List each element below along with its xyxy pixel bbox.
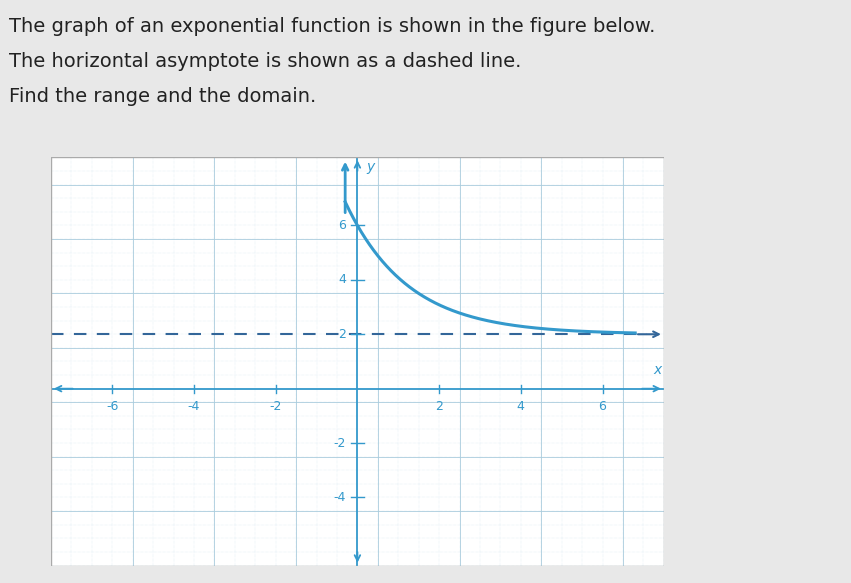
Text: 4: 4 [338,273,346,286]
Text: 4: 4 [517,400,525,413]
Text: -2: -2 [334,437,346,449]
Text: y: y [367,160,374,174]
Text: 6: 6 [598,400,607,413]
Text: Find the range and the domain.: Find the range and the domain. [9,87,316,107]
Text: -2: -2 [270,400,282,413]
Text: The horizontal asymptote is shown as a dashed line.: The horizontal asymptote is shown as a d… [9,52,521,72]
Text: 6: 6 [338,219,346,232]
Text: -4: -4 [188,400,200,413]
Text: 2: 2 [338,328,346,340]
Text: The graph of an exponential function is shown in the figure below.: The graph of an exponential function is … [9,17,655,37]
Text: -4: -4 [334,491,346,504]
Text: x: x [654,363,662,377]
Text: 2: 2 [435,400,443,413]
Text: -6: -6 [106,400,118,413]
